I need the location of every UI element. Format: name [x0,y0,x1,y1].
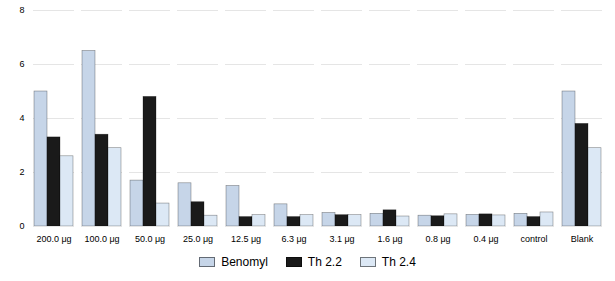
svg-text:8: 8 [19,5,24,15]
svg-text:Blank: Blank [571,234,594,244]
html-text:Th 2.4: Th 2.4 [381,255,416,269]
svg-text:0.4 μg: 0.4 μg [473,234,498,244]
html-text:Benomyl: Benomyl [221,255,268,269]
svg-text:6: 6 [19,59,24,69]
svg-text:0: 0 [19,221,24,231]
svg-text:200.0 μg: 200.0 μg [36,234,71,244]
svg-text:1.6 μg: 1.6 μg [377,234,402,244]
svg-text:2: 2 [19,167,24,177]
svg-text:12.5 μg: 12.5 μg [231,234,261,244]
svg-text:25.0 μg: 25.0 μg [183,234,213,244]
svg-text:50.0 μg: 50.0 μg [135,234,165,244]
svg-text:0.8 μg: 0.8 μg [425,234,450,244]
svg-text:6.3 μg: 6.3 μg [281,234,306,244]
html-text:Th 2.2: Th 2.2 [307,255,342,269]
svg-text:100.0 μg: 100.0 μg [84,234,119,244]
svg-text:4: 4 [19,113,24,123]
svg-text:3.1 μg: 3.1 μg [329,234,354,244]
svg-text:control: control [520,234,547,244]
